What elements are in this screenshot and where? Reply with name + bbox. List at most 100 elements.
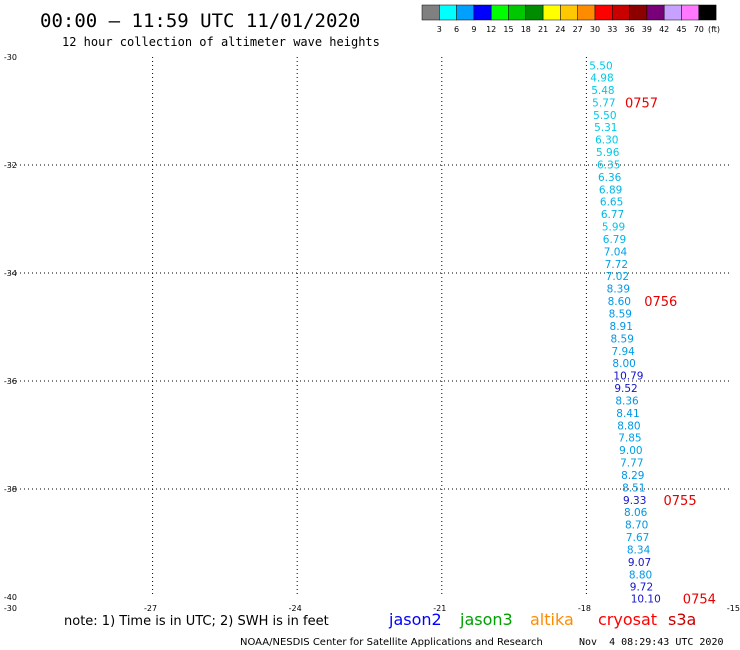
color-legend-label: 39 <box>642 25 652 34</box>
wave-height-label: 9.72 <box>630 582 653 594</box>
color-swatch <box>663 4 682 21</box>
color-swatch <box>473 4 492 21</box>
color-swatch <box>456 4 475 21</box>
wave-height-label: 10.10 <box>631 594 661 606</box>
color-legend-label: 36 <box>625 25 635 34</box>
color-swatch <box>542 4 561 21</box>
x-tick-label: -15 <box>727 604 740 613</box>
footer-credit: NOAA/NESDIS Center for Satellite Applica… <box>240 637 543 648</box>
color-legend-label: 9 <box>471 25 476 34</box>
wave-height-label: 10.79 <box>613 371 643 383</box>
wave-height-label: 9.00 <box>619 445 642 457</box>
x-tick-label: -30 <box>4 604 17 613</box>
color-legend-label: 15 <box>503 25 513 34</box>
wave-height-label: 6.79 <box>603 234 626 246</box>
wave-height-label: 8.59 <box>611 333 634 345</box>
color-swatch <box>577 4 596 21</box>
color-legend-label: 70 <box>694 25 704 34</box>
wave-height-label: 5.77 <box>592 97 615 109</box>
footer-timestamp: Nov 4 08:29:43 UTC 2020 <box>579 637 724 648</box>
satellite-cryosat: cryosat <box>598 610 657 629</box>
wave-height-label: 6.65 <box>600 197 623 209</box>
color-legend-unit: (ft) <box>708 25 720 34</box>
y-tick-label: -38 <box>4 485 17 494</box>
wave-height-label: 8.91 <box>610 321 633 333</box>
wave-height-label: 8.39 <box>607 284 630 296</box>
y-tick-label: -36 <box>4 377 17 386</box>
y-tick-label: -34 <box>4 269 17 278</box>
wave-height-label: 8.80 <box>629 569 652 581</box>
satellite-s3a: s3a <box>668 610 696 629</box>
time-labels: 0757 0756 0755 0754 <box>625 96 716 607</box>
wave-height-label: 6.36 <box>598 172 622 184</box>
y-tick-label: -30 <box>4 53 17 62</box>
y-tick-label: -40 <box>4 593 17 602</box>
time-label: 0756 <box>644 295 677 310</box>
color-swatch <box>612 4 630 21</box>
satellite-jason3: jason3 <box>459 610 513 629</box>
wave-height-label: 6.89 <box>599 184 622 196</box>
wave-height-label: 7.85 <box>618 433 641 445</box>
wave-height-label: 8.59 <box>609 309 632 321</box>
x-axis: -30 -27 -24 -21 -18 -15 <box>4 604 740 613</box>
color-swatch <box>439 4 457 21</box>
color-legend-label: 6 <box>454 25 459 34</box>
wave-height-label: 5.50 <box>593 110 616 122</box>
wave-height-label: 9.07 <box>628 557 651 569</box>
y-axis: -30 -32 -34 -36 -38 -40 <box>4 53 17 602</box>
wave-height-label: 5.99 <box>602 222 625 234</box>
x-tick-label: -21 <box>433 604 446 613</box>
wave-height-label: 8.34 <box>627 544 651 556</box>
x-tick-label: -18 <box>578 604 591 613</box>
color-swatch <box>508 4 527 21</box>
wave-height-label: 8.51 <box>622 482 645 494</box>
color-legend-label: 18 <box>521 25 531 34</box>
y-tick-label: -32 <box>4 161 17 170</box>
color-swatch <box>525 4 544 21</box>
color-swatch <box>421 4 440 21</box>
color-legend-label: 27 <box>573 25 583 34</box>
time-label: 0755 <box>664 494 697 509</box>
wave-height-label: 7.77 <box>620 458 643 470</box>
wave-height-label: 8.41 <box>616 408 639 420</box>
time-label: 0754 <box>683 593 716 608</box>
satellite-legend: jason2 jason3 altika cryosat s3a <box>388 610 696 629</box>
time-label: 0757 <box>625 96 658 111</box>
wave-height-label: 7.04 <box>604 246 628 258</box>
color-swatch <box>646 4 665 21</box>
color-swatch <box>698 4 717 21</box>
x-tick-label: -24 <box>289 604 302 613</box>
wave-height-label: 8.60 <box>608 296 631 308</box>
color-swatch <box>594 4 613 21</box>
color-legend-label: 21 <box>538 25 548 34</box>
wave-height-label: 6.35 <box>597 159 620 171</box>
color-legend: 3 6 9 12 15 18 21 24 27 30 33 36 39 42 45 70 <box>421 4 717 34</box>
color-legend-label: 3 <box>437 25 442 34</box>
wave-height-label: 8.29 <box>621 470 644 482</box>
color-legend-label: 12 <box>486 25 496 34</box>
wave-height-label: 7.02 <box>606 271 629 283</box>
wave-height-label: 6.30 <box>595 135 618 147</box>
color-legend-label: 24 <box>555 25 565 34</box>
wave-height-label: 7.94 <box>611 346 635 358</box>
wave-height-label: 8.06 <box>624 507 648 519</box>
wave-height-label: 5.96 <box>596 147 620 159</box>
color-swatch <box>681 4 700 21</box>
satellite-jason2: jason2 <box>388 610 442 629</box>
wave-height-label: 4.98 <box>590 73 613 85</box>
color-legend-label: 45 <box>676 25 686 34</box>
wave-height-label: 5.31 <box>594 122 617 134</box>
wave-height-label: 8.80 <box>617 420 640 432</box>
data-points: 5.504.985.485.775.505.316.305.966.356.36… <box>589 61 661 606</box>
wave-height-label: 5.48 <box>591 85 614 97</box>
grid <box>8 57 731 597</box>
wave-height-label: 6.77 <box>601 209 624 221</box>
wave-height-label: 7.67 <box>626 532 649 544</box>
color-swatch <box>490 4 509 21</box>
chart-subtitle: 12 hour collection of altimeter wave hei… <box>62 35 380 49</box>
wave-height-label: 8.70 <box>625 520 648 532</box>
wave-height-label: 8.36 <box>615 395 639 407</box>
color-legend-label: 33 <box>607 25 617 34</box>
color-legend-label: 30 <box>590 25 600 34</box>
color-legend-label: 42 <box>659 25 669 34</box>
